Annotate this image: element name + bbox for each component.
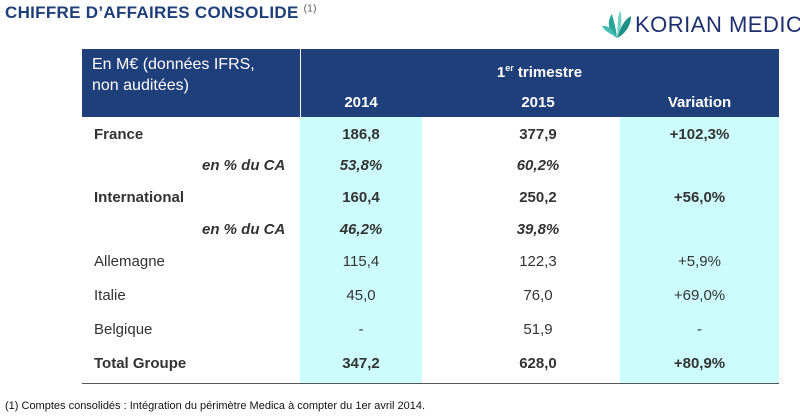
row-label: Allemagne bbox=[94, 253, 165, 270]
table-row: Italie 45,0 76,0 +69,0% bbox=[82, 282, 779, 312]
row-label: Italie bbox=[94, 287, 126, 304]
column-header-2014: 2014 bbox=[344, 94, 378, 111]
period-prefix: 1 bbox=[496, 64, 506, 81]
cell-2014: 115,4 bbox=[342, 253, 380, 270]
footnote: (1) Comptes consolidés : Intégration du … bbox=[5, 400, 426, 412]
cell-variation: +102,3% bbox=[669, 126, 730, 143]
cell-2015: 377,9 bbox=[519, 126, 557, 143]
revenue-table: En M€ (données IFRS, non auditées) 1er t… bbox=[82, 49, 779, 384]
cell-2015: 122,3 bbox=[519, 253, 557, 270]
row-label: International bbox=[94, 189, 185, 206]
row-label: France bbox=[94, 126, 144, 143]
cell-2014: 53,8% bbox=[339, 157, 383, 174]
page-title-text: CHIFFRE D’AFFAIRES CONSOLIDE bbox=[5, 3, 299, 22]
table-row: France 186,8 377,9 +102,3% bbox=[82, 121, 779, 151]
cell-2014: 186,8 bbox=[342, 126, 380, 143]
leaf-icon bbox=[602, 11, 631, 38]
column-header-2015: 2015 bbox=[521, 94, 555, 111]
cell-2015: 628,0 bbox=[519, 355, 557, 372]
korian-medica-logo: KORIAN MEDICA bbox=[600, 6, 800, 44]
cell-2015: 250,2 bbox=[519, 189, 557, 206]
table-row: Total Groupe 347,2 628,0 +80,9% bbox=[82, 350, 779, 380]
table-row: Allemagne 115,4 122,3 +5,9% bbox=[82, 248, 779, 278]
row-label: Belgique bbox=[94, 321, 153, 338]
cell-2014: 347,2 bbox=[342, 355, 380, 372]
highlight-column-variation bbox=[620, 117, 779, 384]
cell-2014: - bbox=[358, 321, 364, 338]
logo-text: KORIAN MEDICA bbox=[635, 12, 800, 37]
cell-variation: +5,9% bbox=[678, 253, 721, 270]
cell-2015: 51,9 bbox=[523, 321, 553, 338]
table-row: International 160,4 250,2 +56,0% bbox=[82, 184, 779, 214]
header-rule bbox=[300, 117, 779, 118]
cell-2014: 45,0 bbox=[346, 287, 376, 304]
column-header-variation: Variation bbox=[667, 94, 732, 111]
cell-2015: 39,8% bbox=[516, 221, 560, 238]
table-row: en % du CA 46,2% 39,8% bbox=[82, 216, 779, 246]
period-sup: er bbox=[505, 63, 514, 73]
page-title: CHIFFRE D’AFFAIRES CONSOLIDE (1) bbox=[5, 3, 317, 23]
footnote-ref: (1) bbox=[303, 3, 317, 15]
cell-2015: 76,0 bbox=[523, 287, 553, 304]
table-bottom-rule bbox=[82, 383, 779, 384]
highlight-column-2014 bbox=[300, 117, 422, 384]
cell-variation: +56,0% bbox=[673, 189, 726, 206]
cell-2015: 60,2% bbox=[516, 157, 560, 174]
cell-variation: +69,0% bbox=[673, 287, 726, 304]
table-header bbox=[82, 49, 779, 117]
table-row: en % du CA 53,8% 60,2% bbox=[82, 152, 779, 182]
cell-variation: +80,9% bbox=[673, 355, 726, 372]
period-heading: 1er trimestre bbox=[300, 63, 779, 81]
row-label: en % du CA bbox=[202, 157, 286, 174]
row-label: en % du CA bbox=[202, 221, 286, 238]
row-label: Total Groupe bbox=[94, 355, 187, 372]
cell-2014: 160,4 bbox=[342, 189, 380, 206]
cell-variation: - bbox=[697, 321, 702, 338]
table-row: Belgique - 51,9 - bbox=[82, 316, 779, 346]
table-caption: En M€ (données IFRS, non auditées) bbox=[92, 56, 255, 94]
period-suffix: trimestre bbox=[513, 64, 583, 81]
cell-2014: 46,2% bbox=[339, 221, 383, 238]
header-divider bbox=[300, 49, 301, 117]
